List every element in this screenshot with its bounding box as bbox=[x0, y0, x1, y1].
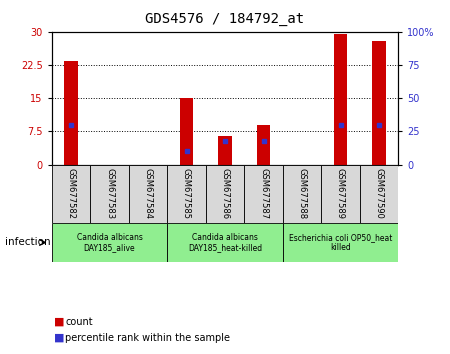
Text: GSM677583: GSM677583 bbox=[105, 168, 114, 219]
Bar bbox=[167, 223, 283, 262]
Text: Candida albicans
DAY185_heat-killed: Candida albicans DAY185_heat-killed bbox=[188, 233, 262, 252]
Bar bbox=[244, 165, 283, 223]
Bar bbox=[52, 165, 90, 223]
Bar bbox=[218, 136, 232, 165]
Text: GSM677582: GSM677582 bbox=[67, 168, 76, 219]
Text: GSM677584: GSM677584 bbox=[144, 168, 153, 219]
Bar bbox=[167, 165, 206, 223]
Bar bbox=[90, 165, 129, 223]
Text: GSM677587: GSM677587 bbox=[259, 168, 268, 219]
Text: ■: ■ bbox=[54, 317, 64, 327]
Text: count: count bbox=[65, 317, 93, 327]
Bar bbox=[283, 223, 398, 262]
Bar bbox=[129, 165, 167, 223]
Text: Escherichia coli OP50_heat
killed: Escherichia coli OP50_heat killed bbox=[289, 233, 392, 252]
Bar bbox=[52, 223, 167, 262]
Bar bbox=[321, 165, 360, 223]
Text: GSM677590: GSM677590 bbox=[374, 169, 383, 219]
Text: GSM677586: GSM677586 bbox=[220, 168, 230, 219]
Bar bbox=[206, 165, 244, 223]
Text: infection: infection bbox=[4, 238, 50, 247]
Bar bbox=[64, 61, 78, 165]
Bar bbox=[257, 125, 270, 165]
Bar bbox=[334, 34, 347, 165]
Text: ■: ■ bbox=[54, 333, 64, 343]
Bar bbox=[360, 165, 398, 223]
Text: GSM677585: GSM677585 bbox=[182, 168, 191, 219]
Text: GSM677588: GSM677588 bbox=[297, 168, 306, 219]
Bar bbox=[372, 41, 386, 165]
Bar bbox=[283, 165, 321, 223]
Text: Candida albicans
DAY185_alive: Candida albicans DAY185_alive bbox=[76, 233, 143, 252]
Bar bbox=[180, 98, 193, 165]
Text: GSM677589: GSM677589 bbox=[336, 168, 345, 219]
Text: GDS4576 / 184792_at: GDS4576 / 184792_at bbox=[145, 12, 305, 27]
Text: percentile rank within the sample: percentile rank within the sample bbox=[65, 333, 230, 343]
